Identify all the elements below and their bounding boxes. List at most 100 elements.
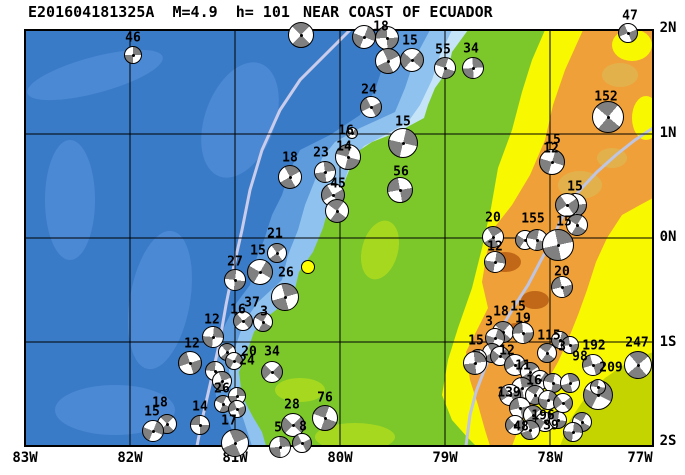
lon-tick-label: 82W — [117, 450, 143, 466]
lat-tick-label: 2N — [659, 20, 677, 36]
lat-tick-label: 2S — [659, 433, 677, 449]
event-number-label: 3 — [558, 339, 566, 355]
focal-mechanism-beachball — [463, 351, 487, 375]
focal-mechanism-beachball — [267, 243, 287, 263]
focal-mechanism-beachball — [292, 433, 312, 453]
focal-mechanism-beachball — [400, 48, 424, 72]
event-number-label: 16 — [338, 123, 354, 139]
event-number-label: 26 — [214, 381, 230, 397]
map-frame — [24, 29, 654, 447]
focal-mechanism-beachball — [225, 352, 243, 370]
event-number-label: 152 — [594, 89, 618, 105]
focal-mechanism-beachball — [624, 351, 652, 379]
event-number-label: 17 — [221, 413, 237, 429]
region-title: NEAR COAST OF ECUADOR — [303, 3, 493, 21]
focal-mechanism-beachball — [288, 22, 314, 48]
event-number-label: 15 — [545, 132, 561, 148]
focal-mechanism-beachball — [261, 361, 283, 383]
lat-tick-label: 1S — [659, 334, 677, 350]
focal-mechanism-beachball — [360, 96, 382, 118]
event-number-label: 12 — [487, 239, 503, 255]
focal-mechanism-beachball — [484, 251, 506, 273]
focal-mechanism-beachball — [462, 57, 484, 79]
lon-tick-label: 78W — [537, 450, 563, 466]
event-number-label: 20 — [241, 344, 257, 360]
lon-tick-label: 83W — [12, 450, 38, 466]
focal-mechanism-beachball — [387, 177, 413, 203]
focal-mechanism-beachball — [352, 25, 376, 49]
focal-mechanism-beachball — [482, 226, 504, 248]
event-number-label: 34 — [463, 41, 479, 57]
event-number-label: 14 — [192, 399, 208, 415]
event-number-label: 18 — [493, 304, 509, 320]
event-number-label: 24 — [239, 353, 255, 369]
event-number-label: 15 — [402, 33, 418, 49]
lon-tick-label: 77W — [627, 450, 653, 466]
focal-mechanism-beachball — [590, 379, 606, 395]
focal-mechanism-beachball — [553, 393, 573, 413]
event-number-label: 12 — [204, 312, 220, 328]
event-number-label: 192 — [582, 338, 606, 354]
lat-tick-label: 0N — [659, 229, 677, 245]
focal-mechanism-beachball — [178, 351, 202, 375]
event-number-label: 21 — [267, 226, 283, 242]
event-number-label: 47 — [622, 8, 638, 24]
event-number-label: 12 — [184, 336, 200, 352]
event-number-label: 11 — [515, 358, 531, 374]
trench-line — [195, 30, 352, 446]
event-number-label: 20 — [485, 210, 501, 226]
event-number-label: 15 — [144, 404, 160, 420]
event-number-label: 15 — [510, 299, 526, 315]
focal-mechanism-beachball — [346, 127, 358, 139]
event-number-label: 12 — [499, 343, 515, 359]
focal-mechanism-beachball — [224, 269, 246, 291]
event-number-label: 46 — [125, 30, 141, 46]
event-number-label: 5 — [274, 420, 282, 436]
focal-mechanism-beachball — [202, 326, 224, 348]
focal-mechanism-beachball — [512, 322, 534, 344]
event-number-label: 34 — [264, 344, 280, 360]
event-number-label: 16 — [526, 373, 542, 389]
event-number-label: 20 — [554, 264, 570, 280]
epicenter-marker — [301, 260, 315, 274]
event-number-label: 16 — [230, 302, 246, 318]
event-number-label: 55 — [435, 42, 451, 58]
event-number-label: 24 — [361, 82, 377, 98]
focal-mechanism-beachball — [190, 415, 210, 435]
focal-mechanism-beachball — [582, 354, 604, 376]
event-number-label: 27 — [227, 254, 243, 270]
focal-mechanism-beachball — [388, 128, 418, 158]
focal-mechanism-beachball — [434, 57, 456, 79]
lon-tick-label: 79W — [432, 450, 458, 466]
focal-mechanism-beachball — [247, 259, 273, 285]
focal-mechanism-beachball — [537, 343, 557, 363]
focal-mechanism-beachball — [269, 436, 291, 458]
event-number-label: 26 — [278, 265, 294, 281]
event-number-label: 76 — [317, 390, 333, 406]
focal-mechanism-beachball — [314, 161, 336, 183]
event-number-label: 39 — [543, 418, 559, 434]
focal-mechanism-beachball — [505, 415, 525, 435]
focal-mechanism-beachball — [212, 371, 232, 391]
focal-mechanism-beachball — [555, 193, 579, 217]
event-number-label: 18 — [152, 395, 168, 411]
event-number-label: 8 — [299, 419, 307, 435]
event-number-label: 45 — [330, 176, 346, 192]
event-number-label: 15 — [250, 243, 266, 259]
event-number-label: 196 — [531, 408, 555, 424]
focal-mechanism-beachball — [221, 429, 249, 457]
focal-mechanism-beachball — [618, 23, 638, 43]
focal-mechanism-beachball — [563, 422, 583, 442]
event-number-label: 247 — [625, 335, 649, 351]
lat-tick-label: 1N — [659, 125, 677, 141]
event-number-label: 139 — [497, 385, 521, 401]
focal-mechanism-beachball — [335, 144, 361, 170]
focal-mechanism-beachball — [278, 165, 302, 189]
event-number-label: 18 — [282, 150, 298, 166]
event-number-label: 209 — [599, 360, 623, 376]
graticule-grid — [25, 30, 653, 446]
event-number-label: 15 — [395, 114, 411, 130]
event-number-label: 115 — [537, 328, 561, 344]
